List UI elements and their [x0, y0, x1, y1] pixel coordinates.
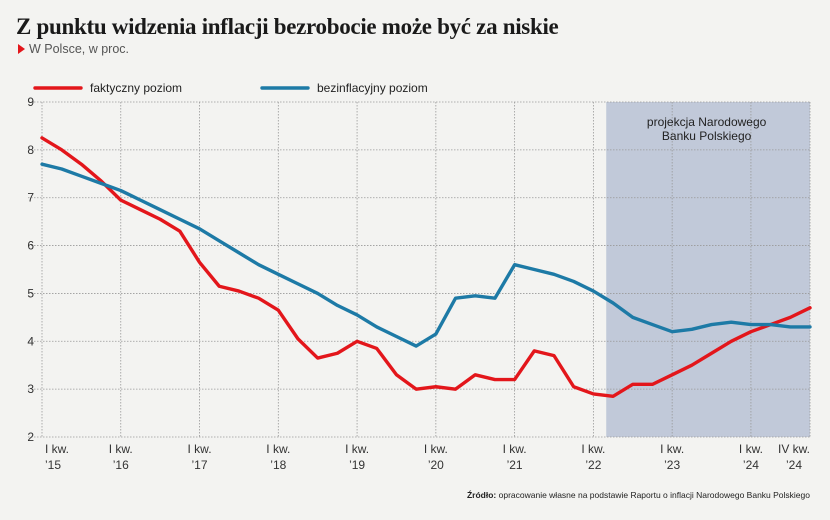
series-line-actual: [40, 136, 812, 399]
x-tick-label: ’15: [45, 458, 61, 472]
subtitle-text: W Polsce, w proc.: [29, 42, 130, 56]
source-label: Źródło:: [466, 490, 497, 500]
source-text: opracowanie własne na podstawie Raportu …: [498, 490, 810, 500]
chart-title: Z punktu widzenia inflacji bezrobocie mo…: [16, 14, 559, 39]
y-tick-label: 7: [27, 191, 34, 205]
y-tick-label: 5: [27, 286, 34, 300]
x-tick-label: ’16: [113, 458, 129, 472]
x-tick-label: ’24: [786, 458, 802, 472]
legend-label-actual: faktyczny poziom: [90, 81, 182, 95]
y-tick-label: 2: [27, 430, 34, 444]
x-tick-label: I kw.: [109, 442, 133, 456]
x-tick-label: ’22: [585, 458, 601, 472]
x-tick-label: ’20: [428, 458, 444, 472]
x-tick-label: I kw.: [581, 442, 605, 456]
x-tick-label: I kw.: [345, 442, 369, 456]
projection-label: projekcja Narodowego: [647, 115, 767, 129]
triangle-marker-icon: [18, 44, 25, 54]
x-tick-label: I kw.: [45, 442, 69, 456]
x-tick-label: ’23: [664, 458, 680, 472]
subtitle: W Polsce, w proc.: [18, 42, 129, 56]
x-tick-label: ’21: [507, 458, 523, 472]
legend-label-nairu: bezinflacyjny poziom: [317, 81, 428, 95]
x-tick-label: I kw.: [660, 442, 684, 456]
x-tick-label: ’17: [192, 458, 208, 472]
y-tick-label: 9: [27, 95, 34, 109]
projection-band: [606, 102, 810, 437]
projection-label: Banku Polskiego: [662, 129, 752, 143]
x-tick-label: I kw.: [503, 442, 527, 456]
x-tick-label: I kw.: [739, 442, 763, 456]
x-tick-label: ’24: [743, 458, 759, 472]
source-note: Źródło: opracowanie własne na podstawie …: [467, 490, 810, 500]
x-tick-label: IV kw.: [778, 442, 810, 456]
y-tick-label: 6: [27, 239, 34, 253]
x-tick-label: I kw.: [424, 442, 448, 456]
x-tick-label: ’19: [349, 458, 365, 472]
y-tick-label: 3: [27, 382, 34, 396]
y-tick-label: 8: [27, 143, 34, 157]
y-tick-label: 4: [27, 334, 34, 348]
x-tick-label: I kw.: [266, 442, 290, 456]
series-line-nairu: [40, 162, 812, 348]
x-tick-label: ’18: [270, 458, 286, 472]
x-tick-label: I kw.: [188, 442, 212, 456]
